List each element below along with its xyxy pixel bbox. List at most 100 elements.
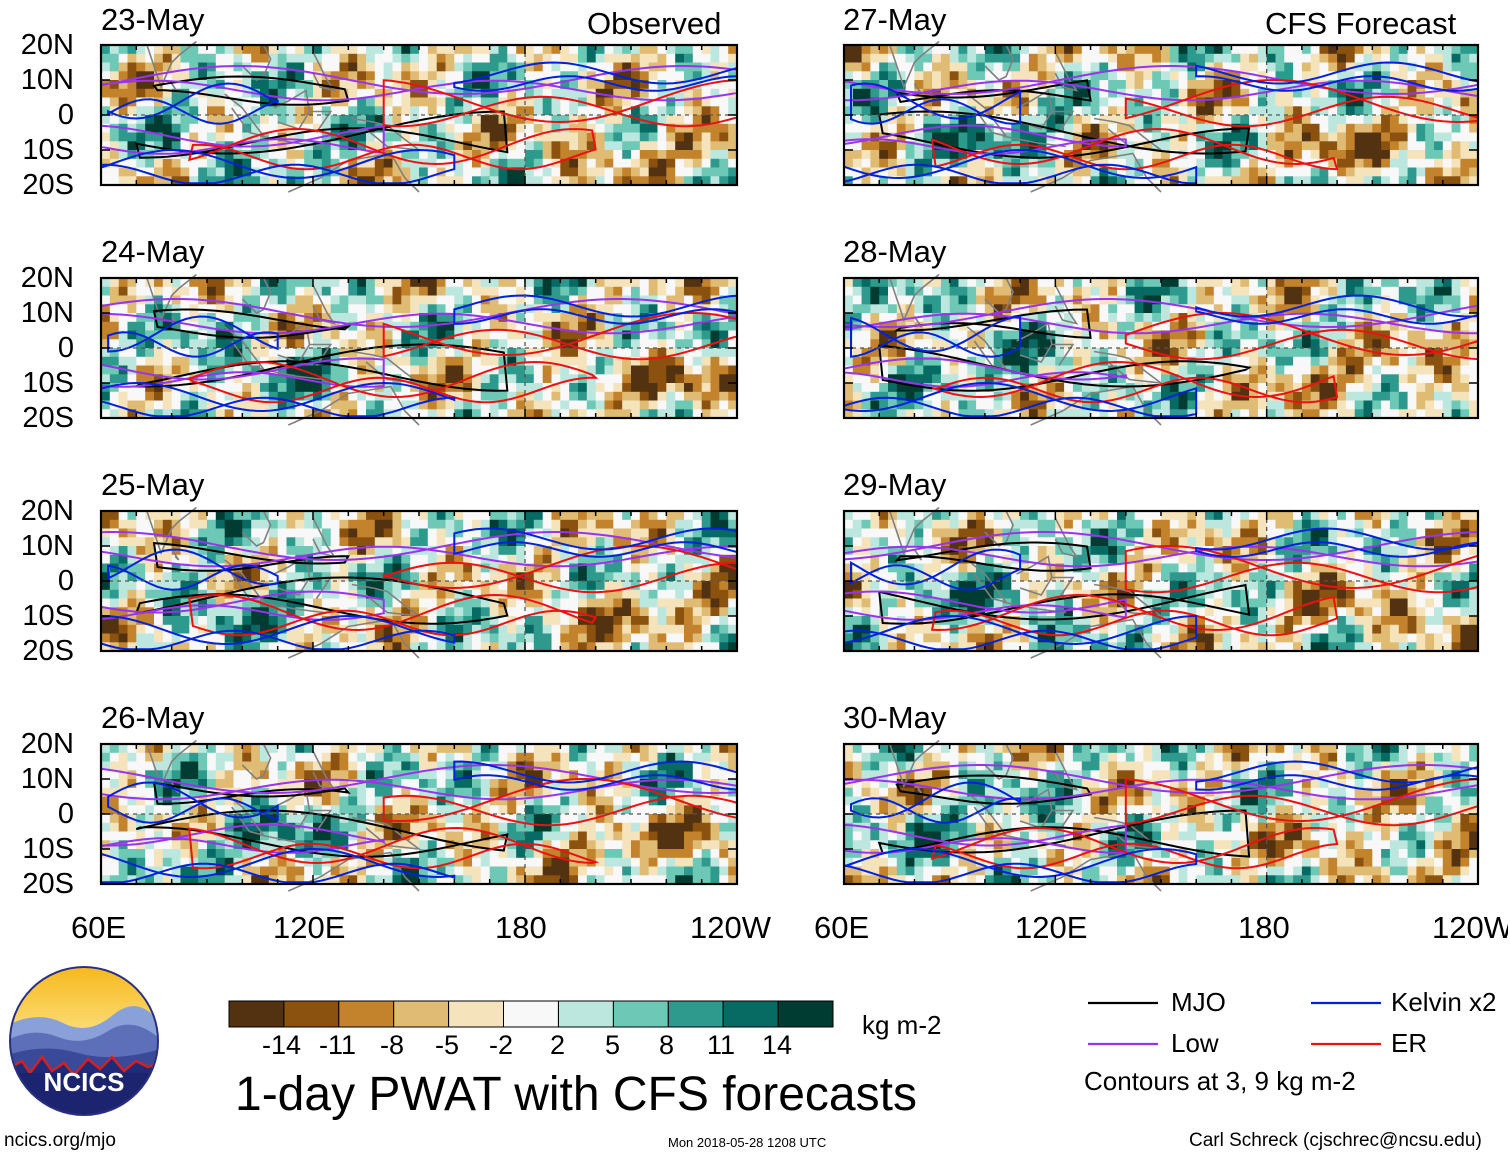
pwat-cell bbox=[366, 779, 376, 789]
pwat-cell bbox=[339, 176, 349, 186]
pwat-cell bbox=[419, 607, 429, 617]
pwat-cell bbox=[427, 45, 438, 55]
pwat-cell bbox=[251, 589, 261, 600]
pwat-cell bbox=[604, 278, 614, 288]
pwat-cell bbox=[692, 831, 703, 841]
pwat-cell bbox=[648, 383, 659, 393]
pwat-cell bbox=[666, 313, 676, 323]
pwat-cell bbox=[145, 356, 155, 367]
pwat-cell bbox=[472, 409, 482, 419]
pwat-cell bbox=[198, 391, 208, 402]
pwat-cell bbox=[339, 167, 349, 177]
pwat-cell bbox=[260, 348, 270, 358]
pwat-cell bbox=[569, 796, 579, 806]
pwat-cell bbox=[304, 581, 314, 591]
pwat-cell bbox=[489, 383, 500, 393]
pwat-cell bbox=[162, 840, 173, 850]
pwat-cell bbox=[498, 383, 508, 393]
pwat-cell bbox=[251, 563, 261, 573]
pwat-cell bbox=[454, 339, 464, 349]
pwat-cell bbox=[277, 158, 288, 169]
coastline bbox=[171, 549, 180, 561]
pwat-cell bbox=[101, 546, 111, 556]
pwat-cell bbox=[480, 176, 491, 186]
pwat-cell bbox=[427, 537, 438, 547]
pwat-cell bbox=[480, 409, 491, 419]
pwat-cell bbox=[198, 53, 208, 64]
pwat-cell bbox=[728, 616, 738, 626]
pwat-cell bbox=[145, 598, 155, 608]
pwat-cell bbox=[675, 356, 685, 367]
pwat-cell bbox=[357, 321, 367, 332]
pwat-cell bbox=[507, 150, 517, 160]
pwat-cell bbox=[348, 158, 358, 169]
pwat-cell bbox=[498, 295, 508, 305]
pwat-cell bbox=[666, 304, 676, 314]
pwat-cell bbox=[728, 132, 738, 142]
pwat-cell bbox=[507, 391, 517, 402]
pwat-cell bbox=[445, 761, 455, 771]
pwat-cell bbox=[569, 866, 579, 876]
pwat-cell bbox=[127, 62, 137, 72]
pwat-cell bbox=[171, 814, 182, 824]
pwat-cell bbox=[304, 158, 314, 169]
pwat-cell bbox=[268, 607, 279, 617]
pwat-cell bbox=[304, 589, 314, 600]
pwat-cell bbox=[719, 123, 729, 134]
pwat-cell bbox=[313, 150, 323, 160]
pwat-cell bbox=[348, 339, 358, 349]
pwat-cell bbox=[728, 831, 738, 841]
pwat-cell bbox=[498, 176, 508, 186]
pwat-cell bbox=[295, 624, 305, 635]
pwat-cell bbox=[304, 519, 314, 530]
pwat-cell bbox=[162, 88, 173, 99]
pwat-cell bbox=[445, 642, 455, 652]
pwat-cell bbox=[215, 150, 226, 160]
pwat-cell bbox=[710, 744, 720, 754]
pwat-cell bbox=[604, 511, 614, 521]
pwat-cell bbox=[604, 123, 614, 134]
pwat-cell bbox=[242, 106, 252, 116]
pwat-cell bbox=[109, 80, 120, 90]
pwat-cell bbox=[551, 45, 561, 55]
pwat-cell bbox=[304, 71, 314, 81]
pwat-cell bbox=[525, 770, 535, 780]
pwat-cell bbox=[631, 383, 641, 393]
pwat-cell bbox=[401, 53, 411, 64]
pwat-cell bbox=[648, 511, 659, 521]
pwat-cell bbox=[472, 642, 482, 652]
pwat-cell bbox=[710, 866, 720, 876]
pwat-cell bbox=[622, 97, 632, 107]
pwat-cell bbox=[622, 796, 632, 806]
pwat-cell bbox=[445, 528, 455, 538]
pwat-cell bbox=[366, 348, 376, 358]
pwat-cell bbox=[383, 330, 394, 340]
pwat-cell bbox=[622, 339, 632, 349]
pwat-cell bbox=[189, 761, 199, 771]
pwat-cell bbox=[277, 80, 288, 90]
pwat-cell bbox=[419, 624, 429, 635]
pwat-cell bbox=[162, 278, 173, 288]
pwat-cell bbox=[224, 115, 235, 125]
pwat-cell bbox=[419, 744, 429, 754]
pwat-cell bbox=[286, 53, 296, 64]
pwat-cell bbox=[480, 831, 491, 841]
pwat-cell bbox=[648, 123, 659, 134]
pwat-cell bbox=[710, 519, 720, 530]
pwat-cell bbox=[224, 80, 235, 90]
pwat-cell bbox=[692, 348, 703, 358]
pwat-cell bbox=[321, 761, 332, 771]
pwat-cell bbox=[321, 744, 332, 754]
pwat-cell bbox=[136, 176, 146, 186]
pwat-cell bbox=[215, 752, 226, 763]
pwat-cell bbox=[207, 849, 217, 859]
pwat-cell bbox=[224, 537, 235, 547]
pwat-cell bbox=[516, 339, 526, 349]
pwat-cell bbox=[454, 770, 464, 780]
pwat-cell bbox=[357, 744, 367, 754]
pwat-cell bbox=[419, 62, 429, 72]
pwat-cell bbox=[277, 616, 288, 626]
pwat-cell bbox=[260, 53, 270, 64]
pwat-cell bbox=[207, 53, 217, 64]
pwat-cell bbox=[675, 607, 685, 617]
